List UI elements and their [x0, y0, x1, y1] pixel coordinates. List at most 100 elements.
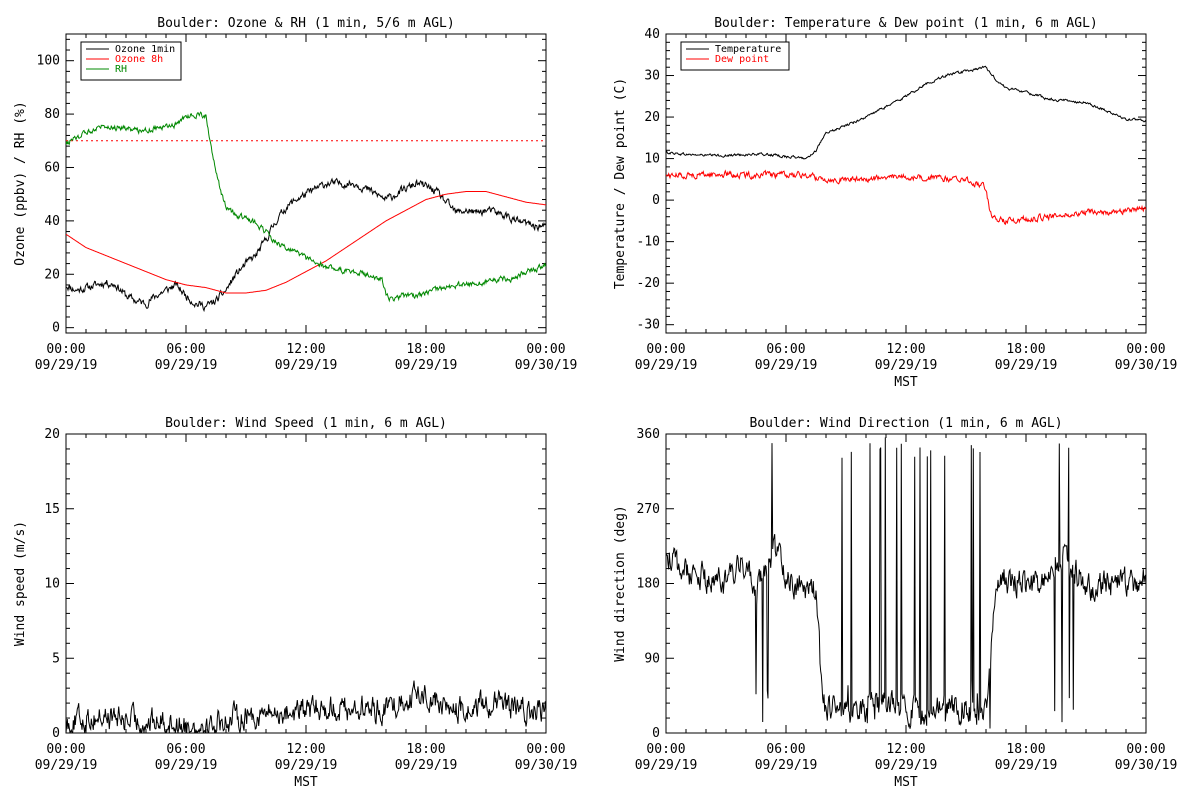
y-tick-label: 60	[44, 160, 60, 175]
plot-frame	[65, 433, 547, 734]
series-line-ozone-1min	[66, 177, 546, 313]
legend-label: Temperature	[715, 44, 781, 55]
ozone-rh-plot: 00:0009/29/1906:0009/29/1912:0009/29/191…	[13, 33, 578, 373]
temperature-plot: 00:0009/29/1906:0009/29/1912:0009/29/191…	[613, 27, 1177, 373]
series-line-ozone-8h	[66, 191, 546, 294]
x-tick-date: 09/30/19	[1115, 358, 1178, 373]
temperature-xlabel: MST	[894, 375, 918, 390]
y-axis-label: Wind speed (m/s)	[13, 521, 28, 646]
wind-speed-plot: 00:0009/29/1906:0009/29/1912:0009/29/191…	[13, 427, 577, 773]
panel-wind-direction: Boulder: Wind Direction (1 min, 6 m AGL)…	[613, 416, 1177, 790]
x-tick-time: 00:00	[1126, 742, 1165, 757]
legend-box	[80, 41, 182, 81]
x-tick-date: 09/29/19	[635, 358, 698, 373]
y-axis-label: Ozone (ppbv) / RH (%)	[13, 101, 28, 265]
x-tick-time: 00:00	[1126, 342, 1165, 357]
y-tick-label: 30	[644, 69, 660, 84]
y-tick-label: -10	[637, 235, 660, 250]
wind-speed-xlabel: MST	[294, 775, 318, 790]
y-tick-label: 0	[652, 193, 660, 208]
panel-wind-speed: Boulder: Wind Speed (1 min, 6 m AGL) 00:…	[13, 416, 577, 790]
legend-label: Ozone 8h	[115, 54, 163, 65]
x-tick-date: 09/29/19	[635, 758, 698, 773]
y-tick-label: 0	[652, 726, 660, 741]
x-tick-time: 00:00	[46, 342, 85, 357]
series-layer	[66, 680, 546, 733]
legend-label: Ozone 1min	[115, 44, 175, 55]
panel-temperature: Boulder: Temperature & Dew point (1 min,…	[613, 16, 1177, 390]
series-line-series-0	[666, 437, 1146, 729]
series-line-temperature	[666, 65, 1146, 160]
ozone-rh-title: Boulder: Ozone & RH (1 min, 5/6 m AGL)	[157, 16, 454, 31]
wind-direction-xlabel: MST	[894, 775, 918, 790]
wind-direction-plot: 00:0009/29/1906:0009/29/1912:0009/29/191…	[613, 427, 1177, 773]
wind-direction-title: Boulder: Wind Direction (1 min, 6 m AGL)	[749, 416, 1062, 431]
y-tick-label: 40	[644, 27, 660, 42]
x-tick-date: 09/29/19	[395, 358, 458, 373]
y-axis-label: Temperature / Dew point (C)	[613, 78, 628, 289]
legend-box	[680, 41, 790, 71]
x-tick-date: 09/29/19	[395, 758, 458, 773]
y-tick-label: 40	[44, 214, 60, 229]
y-tick-label: 100	[37, 54, 60, 69]
temperature-title: Boulder: Temperature & Dew point (1 min,…	[714, 16, 1098, 31]
x-tick-time: 00:00	[646, 342, 685, 357]
x-tick-date: 09/29/19	[35, 358, 98, 373]
x-tick-time: 00:00	[526, 342, 565, 357]
panel-ozone-rh: Boulder: Ozone & RH (1 min, 5/6 m AGL) 0…	[13, 16, 577, 373]
x-tick-time: 18:00	[406, 742, 445, 757]
x-tick-time: 06:00	[766, 342, 805, 357]
legend-label: RH	[115, 64, 127, 75]
x-tick-time: 18:00	[1006, 342, 1045, 357]
x-tick-date: 09/29/19	[35, 758, 98, 773]
series-line-dew-point	[666, 169, 1146, 226]
x-tick-time: 18:00	[1006, 742, 1045, 757]
x-tick-date: 09/29/19	[755, 358, 818, 373]
x-tick-time: 12:00	[286, 342, 325, 357]
y-tick-label: 0	[52, 726, 60, 741]
wind-speed-title: Boulder: Wind Speed (1 min, 6 m AGL)	[165, 416, 447, 431]
x-tick-date: 09/29/19	[875, 358, 938, 373]
x-tick-time: 00:00	[646, 742, 685, 757]
y-tick-label: 0	[52, 321, 60, 336]
x-tick-date: 09/29/19	[275, 358, 338, 373]
y-tick-label: 5	[52, 651, 60, 666]
x-tick-date: 09/29/19	[995, 758, 1058, 773]
x-tick-date: 09/30/19	[1115, 758, 1178, 773]
series-layer	[666, 437, 1146, 729]
series-layer	[666, 65, 1146, 226]
series-line-series-0	[66, 680, 546, 733]
y-tick-label: 10	[44, 577, 60, 592]
y-tick-label: 20	[644, 110, 660, 125]
x-tick-time: 06:00	[166, 742, 205, 757]
plot-frame	[665, 33, 1147, 334]
y-tick-label: -20	[637, 276, 660, 291]
x-tick-time: 12:00	[886, 742, 925, 757]
x-tick-date: 09/29/19	[875, 758, 938, 773]
x-tick-time: 18:00	[406, 342, 445, 357]
y-axis-label: Wind direction (deg)	[613, 505, 628, 662]
y-tick-label: 10	[644, 152, 660, 167]
x-tick-time: 06:00	[766, 742, 805, 757]
x-tick-date: 09/29/19	[275, 758, 338, 773]
x-tick-date: 09/30/19	[515, 358, 578, 373]
series-layer	[66, 111, 546, 313]
x-tick-time: 06:00	[166, 342, 205, 357]
y-tick-label: 80	[44, 107, 60, 122]
x-tick-date: 09/29/19	[755, 758, 818, 773]
y-tick-label: 270	[637, 502, 660, 517]
x-tick-time: 00:00	[46, 742, 85, 757]
legend-label: Dew point	[715, 54, 769, 65]
x-tick-date: 09/29/19	[995, 358, 1058, 373]
x-tick-date: 09/29/19	[155, 358, 218, 373]
x-tick-time: 00:00	[526, 742, 565, 757]
y-tick-label: 20	[44, 267, 60, 282]
x-tick-date: 09/29/19	[155, 758, 218, 773]
y-tick-label: 15	[44, 502, 60, 517]
x-tick-date: 09/30/19	[515, 758, 578, 773]
series-line-rh	[66, 111, 546, 303]
x-tick-time: 12:00	[286, 742, 325, 757]
x-tick-time: 12:00	[886, 342, 925, 357]
y-tick-label: 360	[637, 427, 660, 442]
